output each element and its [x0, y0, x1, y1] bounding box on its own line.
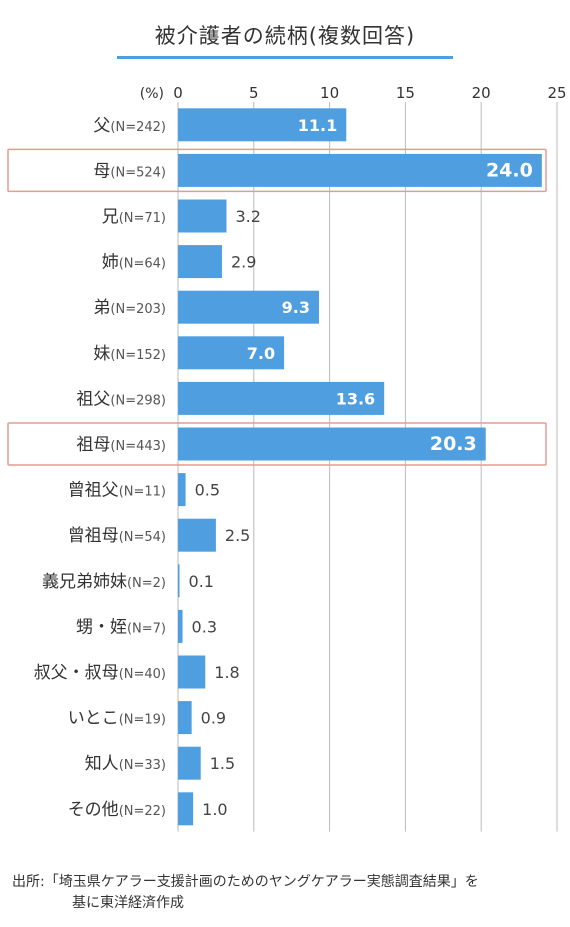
category-label: 祖父(N=298): [76, 389, 166, 409]
category-label: 父(N=242): [93, 116, 166, 136]
data-label: 1.5: [210, 754, 235, 773]
data-label: 0.3: [192, 617, 217, 636]
category-label: 甥・姪(N=7): [76, 617, 166, 637]
tick-label: 0: [173, 84, 183, 102]
category-label: その他(N=22): [68, 800, 166, 820]
data-label: 0.5: [195, 481, 220, 500]
bar-chart: 0 5 10 15 20 25 (%) 父(N=242) 11.1 母(N=524) 24.0 兄(N…: [7, 84, 567, 832]
category-label: 母(N=524): [93, 161, 166, 181]
title-underline: [117, 56, 453, 59]
bar: [178, 153, 542, 187]
bar: [178, 381, 385, 415]
data-label: 2.5: [225, 526, 250, 545]
data-label: 3.2: [236, 207, 261, 226]
tick-label: 25: [547, 84, 566, 102]
data-label: 24.0: [486, 159, 533, 181]
bar: [178, 792, 194, 826]
data-label: 9.3: [282, 298, 310, 317]
bar: [178, 564, 180, 598]
category-label: いとこ(N=19): [68, 709, 166, 729]
data-label: 0.1: [189, 572, 214, 591]
data-label: 1.8: [214, 663, 239, 682]
data-label: 1.0: [202, 800, 227, 819]
category-label: 知人(N=33): [85, 754, 166, 774]
bar: [178, 336, 285, 370]
category-label: 兄(N=71): [102, 207, 166, 227]
source-line-2: 基に東洋経済作成: [72, 895, 184, 911]
tick-label: 20: [472, 84, 491, 102]
tick-label: 15: [396, 84, 415, 102]
category-label: 叔父・叔母(N=40): [34, 663, 166, 683]
source-line-1: 出所:「埼玉県ケアラー支援計画のためのヤングケアラー実態調査結果」を: [12, 874, 479, 890]
bar: [178, 746, 201, 780]
chart-title: 被介護者の続柄(複数回答): [154, 24, 416, 48]
bar: [178, 199, 227, 233]
category-label: 義兄弟姉妹(N=2): [42, 572, 166, 592]
category-label: 姉(N=64): [102, 253, 166, 273]
unit-label: (%): [140, 86, 164, 102]
bar: [178, 290, 319, 324]
bar: [178, 655, 206, 689]
bar: [178, 108, 347, 142]
category-label: 曾祖父(N=11): [68, 481, 166, 501]
data-label: 20.3: [430, 433, 477, 455]
data-label: 13.6: [336, 389, 375, 408]
category-label: 祖母(N=443): [76, 435, 166, 455]
bar: [178, 609, 183, 643]
highlight-box: [7, 148, 547, 193]
bar: [178, 701, 192, 735]
source-note: 出所:「埼玉県ケアラー支援計画のためのヤングケアラー実態調査結果」を 基に東洋経…: [12, 872, 562, 914]
tick-label: 10: [320, 84, 339, 102]
bar: [178, 473, 186, 507]
bar: [178, 518, 216, 552]
bar: [178, 245, 222, 279]
category-label: 妹(N=152): [93, 344, 166, 364]
data-label: 11.1: [298, 116, 337, 135]
tick-label: 5: [249, 84, 259, 102]
highlight-box: [7, 422, 547, 466]
data-label: 0.9: [201, 709, 226, 728]
data-label: 2.9: [231, 253, 256, 272]
bar: [178, 427, 486, 461]
category-label: 曾祖母(N=54): [68, 526, 166, 546]
data-label: 7.0: [247, 344, 275, 363]
category-label: 弟(N=203): [93, 298, 166, 318]
